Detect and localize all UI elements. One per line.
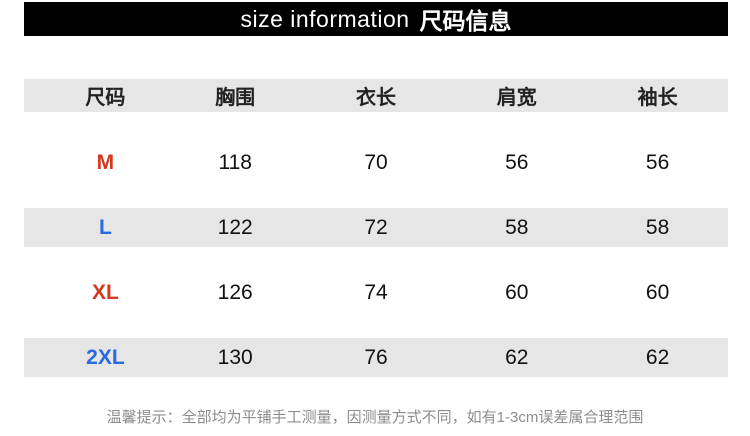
size-info-title-bar: size information 尺码信息: [24, 2, 728, 36]
shoulder-value: 56: [505, 150, 529, 174]
size-table: 尺码 胸围 衣长 肩宽 袖长 M 118 70 56 56 L 122 72 5…: [24, 79, 728, 377]
chest-value: 122: [217, 215, 253, 239]
table-row-l: L 122 72 58 58: [24, 208, 728, 247]
shoulder-value: 58: [505, 215, 529, 239]
size-label: 2XL: [86, 345, 125, 369]
length-value: 76: [364, 345, 388, 369]
sleeve-value: 58: [645, 215, 670, 239]
length-value: 74: [364, 280, 388, 304]
length-value: 70: [364, 150, 388, 174]
table-row-xl: XL 126 74 60 60: [24, 273, 728, 312]
title-english: size information: [240, 5, 410, 32]
column-header-size: 尺码: [85, 87, 126, 109]
size-label: XL: [91, 280, 119, 304]
column-header-length: 衣长: [355, 87, 396, 109]
sleeve-value: 56: [645, 150, 670, 174]
table-header-row: 尺码 胸围 衣长 肩宽 袖长: [24, 79, 728, 112]
chest-value: 126: [217, 280, 253, 304]
sleeve-value: 62: [645, 345, 670, 369]
sleeve-value: 60: [645, 280, 670, 304]
chest-value: 118: [218, 150, 252, 174]
size-label: M: [96, 150, 115, 174]
measurement-note: 温馨提示：全部均为平铺手工测量，因测量方式不同，如有1-3cm误差属合理范围: [106, 409, 644, 426]
chest-value: 130: [217, 345, 253, 369]
table-row-2xl: 2XL 130 76 62 62: [24, 338, 728, 377]
length-value: 72: [364, 215, 388, 239]
shoulder-value: 60: [505, 280, 529, 304]
column-header-sleeve: 袖长: [637, 87, 678, 109]
size-label: L: [98, 215, 112, 239]
title-chinese: 尺码信息: [419, 8, 512, 34]
table-row-m: M 118 70 56 56: [24, 143, 728, 182]
shoulder-value: 62: [505, 345, 529, 369]
column-header-shoulder: 肩宽: [496, 87, 537, 109]
column-header-chest: 胸围: [215, 87, 256, 109]
